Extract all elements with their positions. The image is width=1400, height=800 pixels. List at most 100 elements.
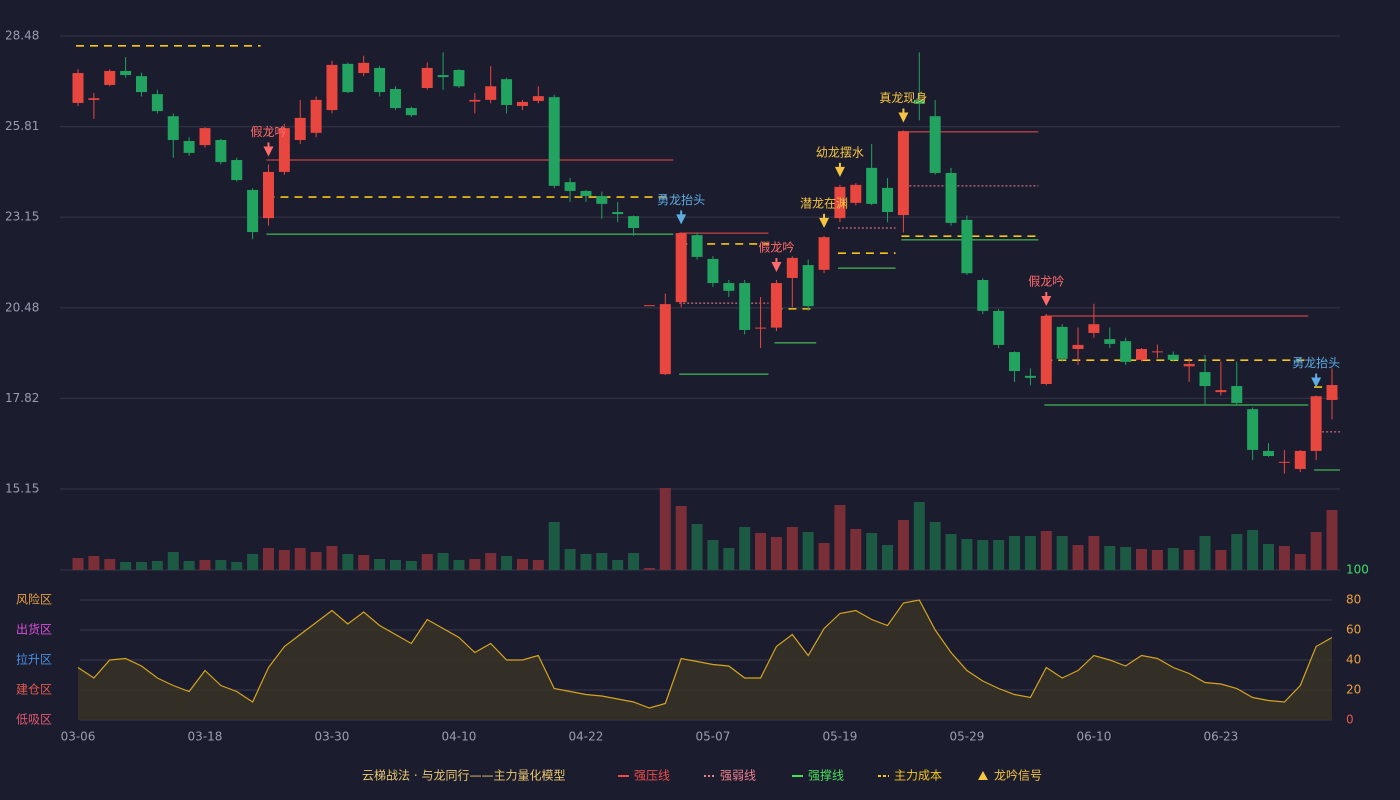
volume-bar bbox=[358, 555, 370, 570]
candle-body bbox=[1120, 341, 1132, 362]
volume-bar bbox=[389, 560, 401, 570]
candle-body bbox=[516, 101, 528, 107]
candle-body bbox=[1278, 461, 1290, 463]
signal-arrow bbox=[819, 217, 830, 228]
candle-body bbox=[421, 67, 433, 88]
candle-body bbox=[247, 189, 259, 233]
x-tick-label: 03-30 bbox=[315, 730, 350, 744]
volume-bar bbox=[104, 559, 116, 570]
volume-bar bbox=[897, 520, 909, 570]
volume-bar bbox=[1278, 546, 1290, 570]
volume-bar bbox=[199, 560, 211, 570]
legend-title: 云梯战法 · 与龙同行——主力量化模型 bbox=[362, 769, 565, 783]
volume-bar bbox=[167, 552, 179, 570]
candle-body bbox=[120, 71, 132, 76]
candle-body bbox=[675, 233, 687, 303]
volume-bar bbox=[1310, 532, 1322, 570]
volume-bar bbox=[913, 502, 925, 570]
volume-bar bbox=[755, 533, 767, 570]
candle-body bbox=[818, 237, 830, 270]
volume-bar bbox=[1136, 549, 1148, 570]
volume-bar bbox=[1199, 536, 1211, 570]
volume-bar bbox=[120, 562, 132, 570]
legend-label: 强压线 bbox=[634, 769, 670, 783]
signal-arrow bbox=[676, 214, 687, 225]
candle-body bbox=[1136, 348, 1148, 360]
volume-bar bbox=[1263, 544, 1275, 570]
candle-body bbox=[326, 64, 338, 111]
volume-bar bbox=[786, 527, 798, 570]
x-tick-label: 03-18 bbox=[188, 730, 223, 744]
candle-body bbox=[913, 99, 925, 104]
candle-body bbox=[501, 79, 513, 105]
volume-bar bbox=[215, 560, 227, 570]
y-tick-label: 15.15 bbox=[5, 482, 39, 496]
candle-body bbox=[1072, 344, 1084, 349]
x-tick-label: 03-06 bbox=[61, 730, 96, 744]
volume-bar bbox=[532, 560, 544, 570]
legend-label: 强撑线 bbox=[808, 768, 844, 783]
volume-bar bbox=[294, 548, 306, 570]
candle-body bbox=[755, 327, 767, 329]
volume-bar bbox=[342, 554, 354, 570]
volume-bar bbox=[961, 539, 973, 570]
volume-bar bbox=[1215, 550, 1227, 570]
volume-bar bbox=[421, 554, 433, 570]
y-tick-label: 28.48 bbox=[5, 29, 39, 43]
volume-bar bbox=[596, 553, 608, 570]
volume-bar bbox=[770, 537, 782, 570]
legend-label: 强弱线 bbox=[720, 769, 756, 783]
y-tick-label: 25.81 bbox=[5, 119, 39, 133]
candle-body bbox=[866, 167, 878, 204]
candle-body bbox=[977, 280, 989, 311]
volume-bar bbox=[580, 554, 592, 570]
candle-body bbox=[151, 94, 163, 112]
volume-bar bbox=[469, 559, 481, 570]
candle-body bbox=[469, 99, 481, 102]
candle-body bbox=[643, 305, 655, 307]
volume-bar bbox=[866, 533, 878, 570]
volume-bar bbox=[818, 543, 830, 570]
zone-label: 拉升区 bbox=[16, 652, 52, 667]
candle-body bbox=[1056, 326, 1068, 359]
volume-bar bbox=[723, 548, 735, 570]
signal-arrow bbox=[1041, 295, 1052, 306]
signal-label: 假龙吟 bbox=[1028, 273, 1064, 288]
candle-body bbox=[548, 97, 560, 186]
zone-label: 风险区 bbox=[16, 592, 52, 607]
volume-bar bbox=[739, 527, 751, 570]
candle-body bbox=[1215, 390, 1227, 393]
osc-tick-label: 20 bbox=[1346, 683, 1361, 697]
candle-body bbox=[707, 258, 719, 284]
zone-label: 出货区 bbox=[16, 622, 52, 637]
candle-body bbox=[691, 235, 703, 257]
signal-label: 潜龙在渊 bbox=[800, 196, 848, 210]
candle-body bbox=[723, 283, 735, 291]
volume-bar bbox=[1326, 510, 1338, 570]
volume-bar bbox=[374, 559, 386, 570]
volume-bar bbox=[247, 554, 259, 570]
volume-bar bbox=[501, 556, 513, 570]
candle-body bbox=[389, 89, 401, 109]
candle-body bbox=[278, 128, 290, 172]
candle-body bbox=[104, 71, 116, 85]
candle-body bbox=[485, 86, 497, 100]
osc-tick-label: 40 bbox=[1346, 653, 1361, 667]
candle-body bbox=[405, 108, 417, 116]
candle-body bbox=[834, 186, 846, 219]
volume-bar bbox=[1024, 536, 1036, 570]
signal-label: 假龙吟 bbox=[758, 240, 794, 255]
candle-body bbox=[1231, 386, 1243, 404]
signal-label: 假龙吟 bbox=[250, 124, 286, 139]
zone-label: 建仓区 bbox=[16, 683, 52, 697]
volume-bar bbox=[802, 532, 814, 570]
volume-bar bbox=[564, 549, 576, 570]
candle-body bbox=[262, 171, 274, 219]
candle-body bbox=[453, 69, 465, 87]
volume-bar bbox=[707, 540, 719, 570]
x-tick-label: 05-29 bbox=[949, 730, 984, 744]
volume-bar bbox=[628, 553, 640, 570]
x-tick-label: 05-19 bbox=[822, 730, 857, 744]
osc-tick-label: 0 bbox=[1346, 713, 1354, 727]
